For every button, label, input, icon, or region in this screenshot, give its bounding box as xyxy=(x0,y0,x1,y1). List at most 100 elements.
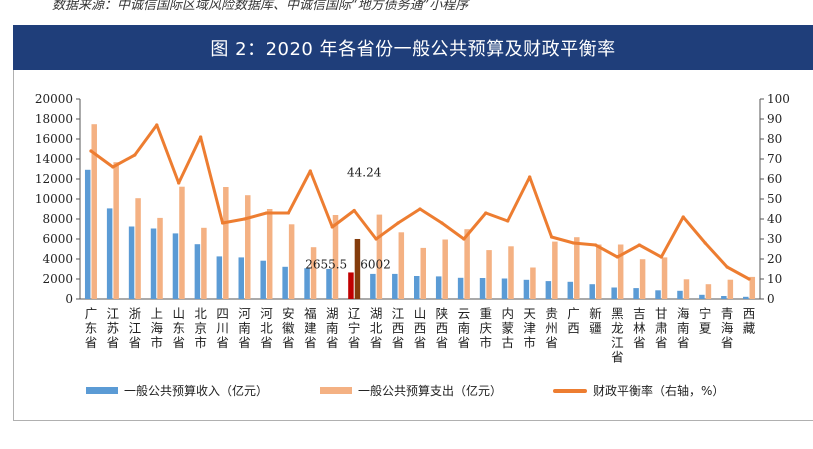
category-label-char: 省 xyxy=(436,335,449,350)
line-point-balance xyxy=(550,235,554,239)
category-label-char: 省 xyxy=(721,335,734,350)
bar-expense xyxy=(398,232,405,299)
category-label-char: 省 xyxy=(85,335,98,350)
category-label-char: 西 xyxy=(743,306,756,321)
line-point-balance xyxy=(155,123,159,127)
right-tick-label: 60 xyxy=(767,172,782,186)
line-point-balance xyxy=(681,215,685,219)
category-label-char: 南 xyxy=(677,321,690,336)
legend-label-balance: 财政平衡率（右轴，%） xyxy=(593,384,725,398)
bar-income xyxy=(479,278,486,299)
right-tick-label: 50 xyxy=(767,192,782,206)
category-label-char: 省 xyxy=(172,335,185,350)
left-tick-label: 8000 xyxy=(42,212,73,226)
bar-expense xyxy=(201,227,207,299)
bar-income xyxy=(282,266,288,299)
category-label-char: 苏 xyxy=(107,321,120,336)
category-label-char: 宁 xyxy=(699,306,712,321)
category-label-char: 天 xyxy=(523,306,536,321)
category-label-char: 安 xyxy=(282,306,295,321)
line-point-balance xyxy=(418,207,422,211)
line-point-balance xyxy=(637,243,641,247)
category-label-char: 疆 xyxy=(589,321,602,336)
bar-expense xyxy=(574,237,580,299)
line-point-balance xyxy=(615,255,620,259)
line-point-balance xyxy=(725,265,729,269)
bar-expense xyxy=(749,276,756,299)
bar-income xyxy=(392,273,398,299)
bar-income xyxy=(501,278,508,299)
bar-expense xyxy=(157,217,163,299)
bar-income xyxy=(633,288,639,299)
bar-expense xyxy=(617,244,624,299)
category-label-char: 南 xyxy=(458,321,471,336)
bar-income xyxy=(721,296,727,299)
line-balance-ratio xyxy=(89,123,751,281)
category-label-char: 省 xyxy=(260,335,273,350)
line-point-balance xyxy=(484,211,488,215)
left-tick-label: 0 xyxy=(65,292,73,306)
bar-income xyxy=(326,268,332,299)
right-tick-label: 30 xyxy=(767,232,782,246)
bar-expense xyxy=(179,186,185,299)
category-label-char: 四 xyxy=(216,306,229,321)
line-point-balance xyxy=(264,211,269,215)
category-label-char: 省 xyxy=(129,335,142,350)
category-label-char: 省 xyxy=(370,335,383,350)
bar-income xyxy=(150,228,157,299)
bar-income xyxy=(194,244,201,299)
category-label-char: 广 xyxy=(85,306,98,321)
right-tick-label: 0 xyxy=(767,292,775,306)
category-label-char: 西 xyxy=(567,321,580,336)
category-label-char: 南 xyxy=(238,321,251,336)
legend-swatch-income xyxy=(86,387,118,394)
bar-expense xyxy=(223,187,229,299)
category-label-char: 北 xyxy=(370,321,383,336)
category-label-char: 宁 xyxy=(348,321,361,336)
category-label-char: 河 xyxy=(260,306,273,321)
category-label-char: 青 xyxy=(721,306,734,321)
line-point-balance xyxy=(242,217,247,221)
line-point-balance xyxy=(747,277,751,281)
annotation-income: 2655.5 xyxy=(305,257,347,271)
bar-expense xyxy=(530,267,536,299)
left-tick-label: 10000 xyxy=(35,192,73,206)
category-label-char: 黑 xyxy=(611,306,624,321)
bar-expense xyxy=(354,238,361,299)
left-tick-label: 2000 xyxy=(42,272,73,286)
bar-expense xyxy=(442,239,448,299)
category-label-char: 贵 xyxy=(545,306,558,321)
bar-expense xyxy=(464,229,470,299)
bar-expense xyxy=(639,259,646,299)
bar-income xyxy=(260,260,266,299)
bar-income xyxy=(128,226,135,299)
category-label-char: 西 xyxy=(436,321,449,336)
category-label-char: 龙 xyxy=(611,321,624,336)
category-label-char: 山 xyxy=(414,306,427,321)
category-label-char: 省 xyxy=(677,335,690,350)
bar-expense xyxy=(683,279,690,299)
chart-title: 图 2：2020 年各省份一般公共预算及财政平衡率 xyxy=(13,25,813,70)
line-point-balance xyxy=(396,221,400,225)
right-tick-label: 20 xyxy=(767,252,782,266)
line-point-balance xyxy=(506,219,510,223)
legend-item-income: 一般公共预算收入（亿元） xyxy=(86,382,268,399)
right-tick-label: 100 xyxy=(767,92,790,106)
bar-income xyxy=(523,279,530,299)
category-label-char: 林 xyxy=(633,321,646,336)
category-label-char: 江 xyxy=(107,306,120,321)
bar-expense xyxy=(486,250,492,299)
line-point-balance xyxy=(571,241,576,245)
bar-expense xyxy=(661,257,668,299)
line-point-balance xyxy=(199,135,203,139)
category-label-char: 省 xyxy=(216,335,229,350)
legend-swatch-expense xyxy=(320,387,352,394)
category-label-char: 省 xyxy=(392,335,405,350)
category-label-char: 市 xyxy=(151,335,164,350)
category-label-char: 古 xyxy=(501,335,514,350)
line-point-balance xyxy=(177,181,181,185)
category-label-char: 上 xyxy=(151,306,164,321)
category-label-char: 山 xyxy=(172,306,185,321)
category-label-char: 省 xyxy=(414,335,427,350)
line-point-balance xyxy=(286,211,290,215)
